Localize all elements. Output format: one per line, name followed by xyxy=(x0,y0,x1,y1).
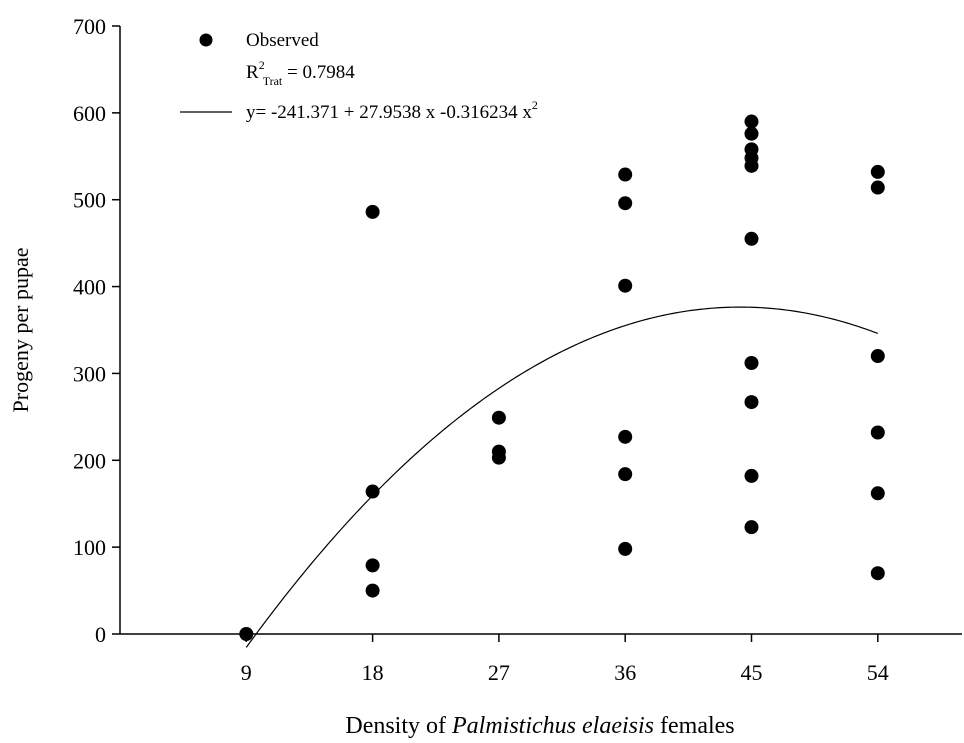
legend: Observed R2 Trat = 0.7984 y= -241.371 + 2… xyxy=(180,30,538,123)
data-point xyxy=(870,486,885,501)
legend-observed-label: Observed xyxy=(246,30,319,51)
x-tick-label: 9 xyxy=(241,660,252,685)
data-point xyxy=(618,196,633,211)
y-tick-label: 600 xyxy=(73,101,106,126)
x-tick-label: 54 xyxy=(867,660,889,685)
y-axis-ticks: 0 100 200 300 400 500 600 700 xyxy=(73,14,120,647)
legend-marker-observed xyxy=(199,33,213,47)
data-points xyxy=(239,114,885,641)
data-point xyxy=(744,231,759,246)
data-point xyxy=(744,468,759,483)
data-point xyxy=(618,278,633,293)
data-point xyxy=(618,467,633,482)
data-point xyxy=(744,395,759,410)
data-point xyxy=(870,425,885,440)
x-tick-label: 27 xyxy=(488,660,510,685)
data-point xyxy=(744,126,759,141)
y-tick-label: 200 xyxy=(73,448,106,473)
data-point xyxy=(365,204,380,219)
data-point xyxy=(491,450,506,465)
data-point xyxy=(365,558,380,573)
x-axis-label: Density of Palmistichus elaeisis females xyxy=(345,713,734,739)
x-tick-label: 36 xyxy=(614,660,636,685)
data-point xyxy=(618,167,633,182)
y-tick-label: 500 xyxy=(73,188,106,213)
x-axis-ticks: 9 18 27 36 45 54 xyxy=(241,634,889,685)
data-point xyxy=(365,583,380,598)
fit-curve xyxy=(245,306,879,648)
data-point xyxy=(365,484,380,499)
x-tick-label: 45 xyxy=(741,660,763,685)
data-point xyxy=(744,520,759,535)
data-point xyxy=(744,158,759,173)
y-axis-label: Progeny per pupae xyxy=(8,248,33,413)
y-tick-label: 300 xyxy=(73,361,106,386)
axes xyxy=(119,26,962,635)
data-point xyxy=(239,627,254,641)
y-tick-label: 700 xyxy=(73,14,106,39)
y-tick-label: 0 xyxy=(95,622,106,647)
y-tick-label: 100 xyxy=(73,535,106,560)
data-point xyxy=(744,356,759,371)
data-point xyxy=(870,349,885,364)
data-point xyxy=(870,164,885,179)
data-point xyxy=(870,180,885,195)
data-point xyxy=(618,541,633,556)
data-point xyxy=(618,429,633,444)
legend-r-squared: R2 Trat = 0.7984 xyxy=(246,58,355,88)
legend-equation: y= -241.371 + 27.9538 x -0.316234 x2 xyxy=(246,98,538,123)
data-point xyxy=(491,410,506,425)
x-tick-label: 18 xyxy=(362,660,384,685)
data-point xyxy=(870,566,885,581)
y-tick-label: 400 xyxy=(73,275,106,300)
data-point xyxy=(744,114,759,129)
